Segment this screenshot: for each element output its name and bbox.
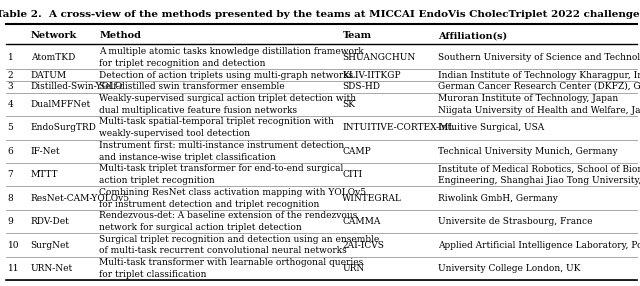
Text: Riwolink GmbH, Germany: Riwolink GmbH, Germany <box>438 194 558 203</box>
Text: for instrument detection and triplet recognition: for instrument detection and triplet rec… <box>99 200 319 208</box>
Text: dual multiplicative feature fusion networks: dual multiplicative feature fusion netwo… <box>99 106 298 115</box>
Text: A multiple atomic tasks knowledge distillation framework: A multiple atomic tasks knowledge distil… <box>99 47 364 56</box>
Text: DualMFFNet: DualMFFNet <box>31 100 91 109</box>
Text: CAMMA: CAMMA <box>342 217 381 226</box>
Text: Self-distilled swin transformer ensemble: Self-distilled swin transformer ensemble <box>99 82 285 91</box>
Text: CAMP: CAMP <box>342 147 371 156</box>
Text: Muroran Institute of Technology, Japan: Muroran Institute of Technology, Japan <box>438 94 619 103</box>
Text: EndoSurgTRD: EndoSurgTRD <box>31 123 97 132</box>
Text: Universite de Strasbourg, France: Universite de Strasbourg, France <box>438 217 593 226</box>
Text: KLIV-IITKGP: KLIV-IITKGP <box>342 71 401 80</box>
Text: 2: 2 <box>8 71 13 80</box>
Text: network for surgical action triplet detection: network for surgical action triplet dete… <box>99 223 302 232</box>
Text: 4: 4 <box>8 100 13 109</box>
Text: Niigata University of Health and Welfare, Japan: Niigata University of Health and Welfare… <box>438 106 640 115</box>
Text: 8: 8 <box>8 194 13 203</box>
Text: CITI: CITI <box>342 170 362 179</box>
Text: URN-Net: URN-Net <box>31 264 73 273</box>
Text: Southern University of Science and Technology, China: Southern University of Science and Techn… <box>438 53 640 62</box>
Text: University College London, UK: University College London, UK <box>438 264 581 273</box>
Text: Combining ResNet class activation mapping with YOLOv5: Combining ResNet class activation mappin… <box>99 188 366 197</box>
Text: 5: 5 <box>8 123 13 132</box>
Text: Instrument first: multi-instance instrument detection: Instrument first: multi-instance instrum… <box>99 141 344 150</box>
Text: for triplet classification: for triplet classification <box>99 270 207 279</box>
Text: Multi-task triplet transformer for end-to-end surgical: Multi-task triplet transformer for end-t… <box>99 164 344 173</box>
Text: Detection of action triplets using multi-graph networks: Detection of action triplets using multi… <box>99 71 353 80</box>
Text: WINTEGRAL: WINTEGRAL <box>342 194 403 203</box>
Text: SK: SK <box>342 100 355 109</box>
Text: weakly-supervised tool detection: weakly-supervised tool detection <box>99 129 250 138</box>
Text: Distilled-Swin-YOLO: Distilled-Swin-YOLO <box>31 82 123 91</box>
Text: ResNet-CAM-YOLOv5: ResNet-CAM-YOLOv5 <box>31 194 130 203</box>
Text: Multi-task transformer with learnable orthogonal queries: Multi-task transformer with learnable or… <box>99 258 364 267</box>
Text: IF-Net: IF-Net <box>31 147 60 156</box>
Text: Weakly-supervised surgical action triplet detection with: Weakly-supervised surgical action triple… <box>99 94 356 103</box>
Text: Indian Institute of Technology Kharagpur, India: Indian Institute of Technology Kharagpur… <box>438 71 640 80</box>
Text: 1: 1 <box>8 53 13 62</box>
Text: 10: 10 <box>8 241 19 250</box>
Text: Method: Method <box>99 31 141 40</box>
Text: and instance-wise triplet classification: and instance-wise triplet classification <box>99 153 276 162</box>
Text: SurgNet: SurgNet <box>31 241 70 250</box>
Text: INTUITIVE-CORTEX-ML: INTUITIVE-CORTEX-ML <box>342 123 455 132</box>
Text: Intuitive Surgical, USA: Intuitive Surgical, USA <box>438 123 545 132</box>
Text: AtomTKD: AtomTKD <box>31 53 75 62</box>
Text: SHUANGCHUN: SHUANGCHUN <box>342 53 415 62</box>
Text: Engineering, Shanghai Jiao Tong University, China: Engineering, Shanghai Jiao Tong Universi… <box>438 176 640 185</box>
Text: 6: 6 <box>8 147 13 156</box>
Text: 2AI-ICVS: 2AI-ICVS <box>342 241 384 250</box>
Text: RDV-Det: RDV-Det <box>31 217 70 226</box>
Text: Table 2.  A cross-view of the methods presented by the teams at MICCAI EndoVis C: Table 2. A cross-view of the methods pre… <box>0 10 640 19</box>
Text: DATUM: DATUM <box>31 71 67 80</box>
Text: action triplet recognition: action triplet recognition <box>99 176 215 185</box>
Text: 7: 7 <box>8 170 13 179</box>
Text: SDS-HD: SDS-HD <box>342 82 380 91</box>
Text: Affiliation(s): Affiliation(s) <box>438 31 508 40</box>
Text: Team: Team <box>342 31 372 40</box>
Text: German Cancer Research Center (DKFZ), Germany: German Cancer Research Center (DKFZ), Ge… <box>438 82 640 91</box>
Text: for triplet recognition and detection: for triplet recognition and detection <box>99 59 266 68</box>
Text: 3: 3 <box>8 82 13 91</box>
Text: Multi-task spatial-temporal triplet recognition with: Multi-task spatial-temporal triplet reco… <box>99 118 334 126</box>
Text: of multi-task recurrent convolutional neural networks: of multi-task recurrent convolutional ne… <box>99 247 347 255</box>
Text: Institute of Medical Robotics, School of Biomedical: Institute of Medical Robotics, School of… <box>438 164 640 173</box>
Text: Network: Network <box>31 31 77 40</box>
Text: Surgical triplet recognition and detection using an ensemble: Surgical triplet recognition and detecti… <box>99 235 380 244</box>
Text: URN: URN <box>342 264 365 273</box>
Text: 9: 9 <box>8 217 13 226</box>
Text: Technical University Munich, Germany: Technical University Munich, Germany <box>438 147 618 156</box>
Text: MTTT: MTTT <box>31 170 58 179</box>
Text: 11: 11 <box>8 264 19 273</box>
Text: Applied Artificial Intelligence Laboratory, Portugal: Applied Artificial Intelligence Laborato… <box>438 241 640 250</box>
Text: Rendezvous-det: A baseline extension of the rendezvous: Rendezvous-det: A baseline extension of … <box>99 211 358 220</box>
